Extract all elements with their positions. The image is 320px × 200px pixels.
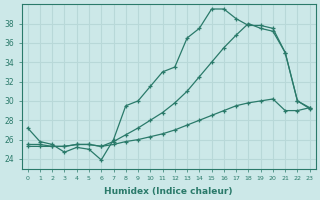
X-axis label: Humidex (Indice chaleur): Humidex (Indice chaleur) xyxy=(104,187,233,196)
